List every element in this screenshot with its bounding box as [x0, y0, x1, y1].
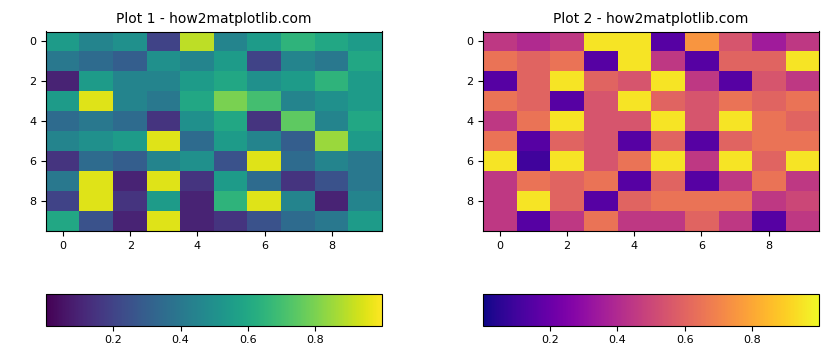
Title: Plot 2 - how2matplotlib.com: Plot 2 - how2matplotlib.com [554, 12, 748, 26]
Title: Plot 1 - how2matplotlib.com: Plot 1 - how2matplotlib.com [117, 12, 312, 26]
